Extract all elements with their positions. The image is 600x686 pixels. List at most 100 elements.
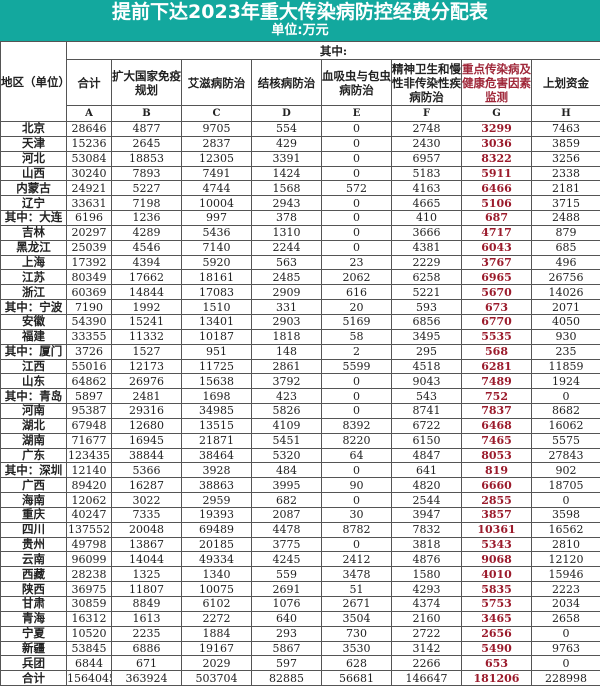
region-cell: 辽宁 [1, 196, 67, 211]
value-cell: 8782 [322, 522, 392, 537]
value-cell: 641 [392, 463, 462, 478]
value-cell: 5320 [252, 448, 322, 463]
value-cell: 572 [322, 181, 392, 196]
region-cell: 河南 [1, 404, 67, 419]
value-cell: 123435 [67, 448, 112, 463]
value-cell: 28238 [67, 567, 112, 582]
value-cell: 5753 [462, 597, 532, 612]
value-cell: 484 [252, 463, 322, 478]
value-cell: 1818 [252, 329, 322, 344]
value-cell: 4717 [462, 225, 532, 240]
value-cell: 4381 [392, 240, 462, 255]
value-cell: 5897 [67, 389, 112, 404]
value-cell: 3478 [322, 567, 392, 582]
value-cell: 5106 [462, 196, 532, 211]
region-cell: 吉林 [1, 225, 67, 240]
value-cell: 58 [322, 329, 392, 344]
value-cell: 16945 [112, 433, 182, 448]
value-cell: 4010 [462, 567, 532, 582]
value-cell: 4546 [112, 240, 182, 255]
value-cell: 1613 [112, 611, 182, 626]
value-cell: 671 [112, 656, 182, 671]
value-cell: 2266 [392, 656, 462, 671]
value-cell: 60369 [67, 285, 112, 300]
value-cell: 12305 [182, 151, 252, 166]
value-cell: 2903 [252, 314, 322, 329]
value-cell: 331 [252, 300, 322, 315]
value-cell: 12062 [67, 493, 112, 508]
value-cell: 503704 [182, 671, 252, 686]
value-cell: 1580 [392, 567, 462, 582]
value-cell: 7140 [182, 240, 252, 255]
value-cell: 4163 [392, 181, 462, 196]
value-cell: 563 [252, 255, 322, 270]
value-cell: 8741 [392, 404, 462, 419]
value-cell: 26756 [532, 270, 600, 285]
value-cell: 6150 [392, 433, 462, 448]
value-cell: 7463 [532, 122, 600, 137]
value-cell: 0 [322, 537, 392, 552]
value-cell: 55016 [67, 359, 112, 374]
value-cell: 15241 [112, 314, 182, 329]
value-cell: 23 [322, 255, 392, 270]
value-cell: 4293 [392, 582, 462, 597]
value-cell: 0 [322, 211, 392, 226]
value-cell: 5920 [182, 255, 252, 270]
value-cell: 2062 [322, 270, 392, 285]
value-cell: 9068 [462, 552, 532, 567]
page-title: 提前下达2023年重大传染病防控经费分配表 [0, 0, 600, 23]
value-cell: 10520 [67, 626, 112, 641]
value-cell: 554 [252, 122, 322, 137]
region-cell: 湖南 [1, 433, 67, 448]
value-cell: 2338 [532, 166, 600, 181]
column-letter: E [322, 106, 392, 122]
value-cell: 673 [462, 300, 532, 315]
value-cell: 2645 [112, 136, 182, 151]
value-cell: 67948 [67, 418, 112, 433]
value-cell: 3299 [462, 122, 532, 137]
value-cell: 1884 [182, 626, 252, 641]
column-header: 艾滋病防治 [182, 60, 252, 106]
region-cell: 西藏 [1, 567, 67, 582]
value-cell: 3465 [462, 611, 532, 626]
value-cell: 80349 [67, 270, 112, 285]
value-cell: 3036 [462, 136, 532, 151]
column-letter: D [252, 106, 322, 122]
value-cell: 8220 [322, 433, 392, 448]
value-cell: 7335 [112, 507, 182, 522]
value-cell: 2722 [392, 626, 462, 641]
value-cell: 6196 [67, 211, 112, 226]
value-cell: 19393 [182, 507, 252, 522]
value-cell: 228998 [532, 671, 600, 686]
value-cell: 0 [532, 626, 600, 641]
column-header: 血吸虫与包虫病防治 [322, 60, 392, 106]
value-cell: 5436 [182, 225, 252, 240]
value-cell: 5343 [462, 537, 532, 552]
value-cell: 1310 [252, 225, 322, 240]
region-cell: 黑龙江 [1, 240, 67, 255]
value-cell: 3775 [252, 537, 322, 552]
value-cell: 730 [322, 626, 392, 641]
value-cell: 2235 [112, 626, 182, 641]
value-cell: 7465 [462, 433, 532, 448]
value-cell: 7198 [112, 196, 182, 211]
value-cell: 8322 [462, 151, 532, 166]
region-cell: 天津 [1, 136, 67, 151]
value-cell: 5826 [252, 404, 322, 419]
value-cell: 682 [252, 493, 322, 508]
value-cell: 2160 [392, 611, 462, 626]
column-header: 上划资金 [532, 60, 600, 106]
value-cell: 496 [532, 255, 600, 270]
value-cell: 2481 [112, 389, 182, 404]
value-cell: 12173 [112, 359, 182, 374]
value-cell: 1076 [252, 597, 322, 612]
value-cell: 2544 [392, 493, 462, 508]
